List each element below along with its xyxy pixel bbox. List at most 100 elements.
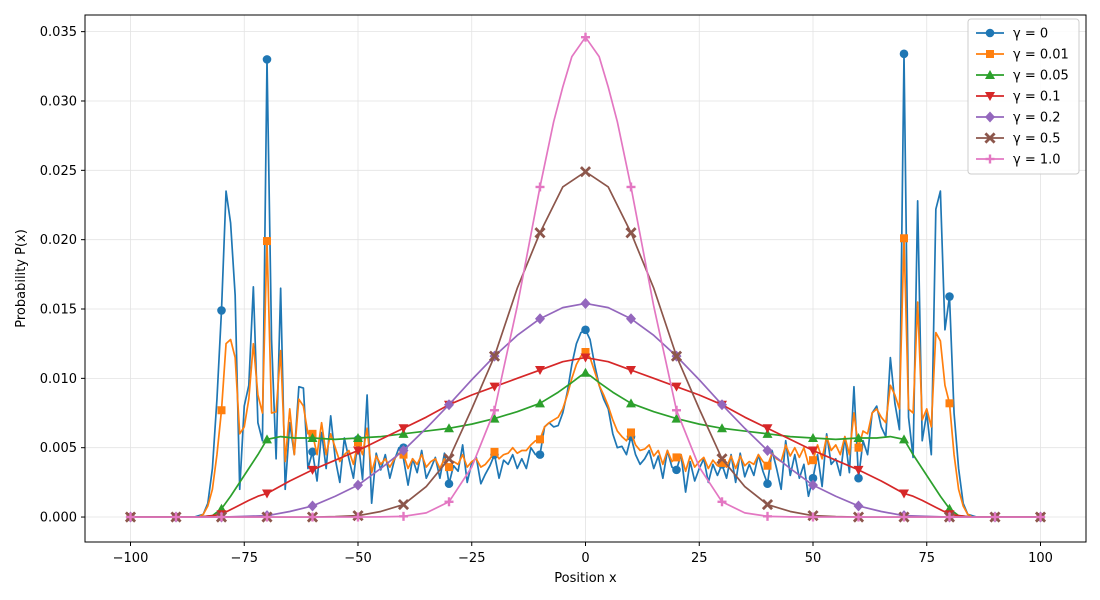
data-point <box>899 434 909 444</box>
data-point <box>490 405 499 415</box>
x-tick-label: −50 <box>344 551 371 566</box>
data-point <box>217 512 226 522</box>
y-tick-label: 0.005 <box>40 441 77 456</box>
data-point <box>489 382 500 392</box>
data-point <box>672 405 681 415</box>
data-point <box>536 435 544 444</box>
data-point <box>535 313 545 325</box>
data-point <box>307 500 318 512</box>
data-point <box>672 465 681 475</box>
data-point <box>443 453 455 465</box>
data-point <box>444 423 454 433</box>
data-point <box>717 399 727 411</box>
data-point <box>718 458 726 467</box>
data-point <box>444 479 454 489</box>
data-point <box>353 512 363 522</box>
data-point <box>488 350 501 362</box>
legend-label: γ = 0.1 <box>1013 90 1061 105</box>
data-point <box>353 446 363 456</box>
data-point <box>761 498 774 511</box>
data-point <box>353 479 363 491</box>
data-point <box>1036 512 1045 522</box>
data-point <box>580 367 591 377</box>
data-point <box>716 453 728 465</box>
data-point <box>853 465 864 475</box>
data-point <box>854 473 863 483</box>
data-point <box>263 237 271 246</box>
data-point <box>490 447 499 456</box>
series-2 <box>125 367 1046 522</box>
legend: γ = 0 γ = 0.01 γ = 0.05 γ = 0.1 γ = 0.2 γ = 0… <box>967 18 1080 175</box>
data-point <box>307 465 318 475</box>
data-point <box>626 313 636 325</box>
data-point <box>809 456 817 465</box>
data-point <box>808 479 818 491</box>
x-tick-label: 75 <box>918 551 935 566</box>
data-point <box>217 406 226 415</box>
data-point <box>854 512 863 522</box>
data-point <box>535 182 545 192</box>
data-point <box>763 479 772 489</box>
legend-label: γ = 0.05 <box>1013 69 1069 84</box>
data-point <box>307 432 318 442</box>
data-point <box>535 366 545 376</box>
data-point <box>535 450 545 459</box>
legend-item: γ = 0 <box>976 27 1048 42</box>
data-point <box>627 428 635 437</box>
axis-ticks: −100 −75 −50 −25 0 25 50 75 100 0.000 0.005 0.010 0.… <box>40 25 1053 566</box>
data-point <box>762 444 773 456</box>
y-tick-label: 0.015 <box>40 303 77 318</box>
legend-label: γ = 1.0 <box>1013 153 1061 168</box>
data-point <box>808 512 818 522</box>
data-point <box>580 353 591 363</box>
data-point <box>262 489 272 499</box>
x-axis-label: Position x <box>554 571 617 586</box>
series-area <box>124 32 1047 523</box>
legend-marker <box>985 111 995 123</box>
grid <box>85 15 1086 542</box>
legend-marker <box>984 132 996 144</box>
data-point <box>808 432 818 442</box>
x-tick-label: −25 <box>458 551 485 566</box>
data-point <box>171 512 181 522</box>
data-point <box>945 512 954 522</box>
data-point <box>354 438 362 447</box>
legend-marker <box>985 154 995 164</box>
series-6 <box>126 32 1045 522</box>
data-point <box>581 325 590 335</box>
data-point <box>671 382 682 392</box>
data-point <box>672 453 681 462</box>
data-point <box>899 512 909 522</box>
data-point <box>854 443 863 452</box>
data-point <box>900 234 908 243</box>
data-point <box>717 497 727 507</box>
data-point <box>398 444 409 456</box>
x-tick-label: −75 <box>231 551 258 566</box>
legend-item: γ = 0.01 <box>976 48 1069 63</box>
data-point <box>808 446 818 456</box>
data-point <box>581 32 590 42</box>
data-point <box>445 463 453 472</box>
legend-item: γ = 0.2 <box>976 111 1061 126</box>
y-tick-label: 0.035 <box>40 25 77 40</box>
legend-label: γ = 0 <box>1013 27 1048 42</box>
x-tick-label: 0 <box>581 551 589 566</box>
legend-label: γ = 0.01 <box>1013 48 1069 63</box>
data-point <box>580 297 591 309</box>
data-point <box>308 512 317 522</box>
y-tick-label: 0.000 <box>40 511 77 526</box>
legend-item: γ = 1.0 <box>976 153 1061 168</box>
data-point <box>397 498 410 511</box>
data-point <box>670 350 683 362</box>
data-point <box>308 447 317 457</box>
data-point <box>398 428 409 438</box>
legend-label: γ = 0.5 <box>1013 132 1061 147</box>
data-point <box>763 511 772 521</box>
data-point <box>853 500 864 512</box>
data-point <box>762 424 773 434</box>
legend-item: γ = 0.5 <box>976 132 1061 147</box>
data-point <box>217 306 226 315</box>
data-point <box>899 49 909 59</box>
legend-label: γ = 0.2 <box>1013 111 1061 126</box>
